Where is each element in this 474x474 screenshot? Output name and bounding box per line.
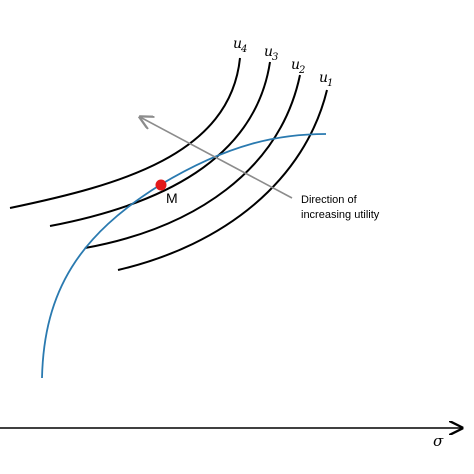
svg-text:2: 2 — [298, 65, 305, 76]
x-axis-label: σ — [433, 432, 444, 450]
indifference-curve-u4 — [9, 57, 241, 209]
label-u3: u 3 — [264, 44, 278, 63]
label-u1: u 1 — [319, 70, 333, 89]
tangency-point-m — [155, 179, 167, 191]
indifference-curve-u2 — [84, 74, 301, 249]
efficient-frontier-curve — [41, 133, 327, 379]
svg-text:u: u — [233, 36, 242, 52]
svg-text:4: 4 — [240, 44, 247, 55]
direction-arrow — [140, 117, 293, 199]
svg-text:1: 1 — [327, 78, 333, 89]
svg-text:3: 3 — [272, 52, 278, 63]
label-u2: u 2 — [291, 57, 305, 76]
tangency-point-label: M — [166, 190, 178, 206]
svg-text:u: u — [291, 57, 300, 73]
direction-label-line2: increasing utility — [301, 209, 380, 221]
indifference-curve-u3 — [49, 61, 271, 227]
direction-label-line1: Direction of — [301, 194, 358, 206]
svg-text:u: u — [319, 70, 328, 86]
indifference-curve-u1 — [117, 89, 328, 271]
label-u4: u 4 — [233, 36, 247, 55]
svg-text:u: u — [264, 44, 273, 60]
